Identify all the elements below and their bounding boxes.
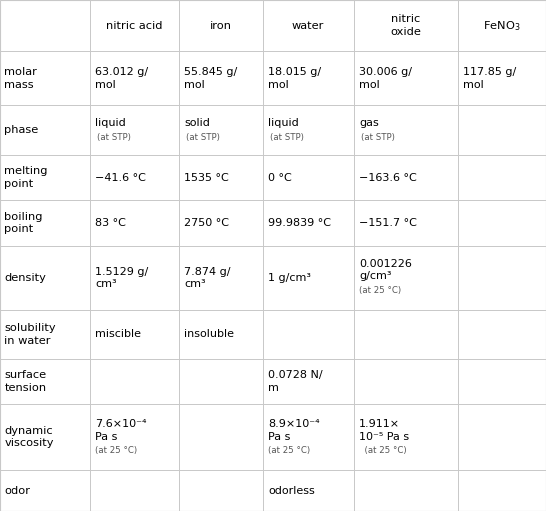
Text: 8.9×10⁻⁴
Pa s: 8.9×10⁻⁴ Pa s bbox=[268, 419, 320, 442]
Text: molar
mass: molar mass bbox=[4, 67, 37, 89]
Text: melting
point: melting point bbox=[4, 167, 48, 189]
Text: water: water bbox=[292, 20, 324, 31]
Text: 2750 °C: 2750 °C bbox=[184, 218, 229, 228]
Text: (at 25 °C): (at 25 °C) bbox=[359, 446, 407, 455]
Text: 55.845 g/
mol: 55.845 g/ mol bbox=[184, 67, 238, 89]
Text: solid: solid bbox=[184, 118, 210, 128]
Text: 1535 °C: 1535 °C bbox=[184, 173, 229, 183]
Text: gas: gas bbox=[359, 118, 379, 128]
Text: 83 °C: 83 °C bbox=[95, 218, 126, 228]
Text: 18.015 g/
mol: 18.015 g/ mol bbox=[268, 67, 322, 89]
Text: 30.006 g/
mol: 30.006 g/ mol bbox=[359, 67, 412, 89]
Text: 1.911×
10⁻⁵ Pa s: 1.911× 10⁻⁵ Pa s bbox=[359, 419, 409, 442]
Text: liquid: liquid bbox=[268, 118, 299, 128]
Text: (at STP): (at STP) bbox=[270, 133, 304, 142]
Text: (at 25 °C): (at 25 °C) bbox=[268, 446, 310, 455]
Text: odorless: odorless bbox=[268, 485, 315, 496]
Text: nitric
oxide: nitric oxide bbox=[390, 14, 422, 37]
Text: (at 25 °C): (at 25 °C) bbox=[95, 446, 137, 455]
Text: (at STP): (at STP) bbox=[186, 133, 220, 142]
Text: 7.874 g/
cm³: 7.874 g/ cm³ bbox=[184, 267, 231, 289]
Text: boiling
point: boiling point bbox=[4, 212, 43, 234]
Text: 0.0728 N/
m: 0.0728 N/ m bbox=[268, 370, 323, 392]
Text: miscible: miscible bbox=[95, 330, 141, 339]
Text: iron: iron bbox=[210, 20, 232, 31]
Text: 7.6×10⁻⁴
Pa s: 7.6×10⁻⁴ Pa s bbox=[95, 419, 147, 442]
Text: FeNO$_3$: FeNO$_3$ bbox=[483, 19, 521, 33]
Text: (at 25 °C): (at 25 °C) bbox=[359, 286, 401, 295]
Text: density: density bbox=[4, 273, 46, 283]
Text: 1.5129 g/
cm³: 1.5129 g/ cm³ bbox=[95, 267, 149, 289]
Text: (at STP): (at STP) bbox=[97, 133, 131, 142]
Text: nitric acid: nitric acid bbox=[106, 20, 163, 31]
Text: insoluble: insoluble bbox=[184, 330, 234, 339]
Text: −163.6 °C: −163.6 °C bbox=[359, 173, 417, 183]
Text: 117.85 g/
mol: 117.85 g/ mol bbox=[464, 67, 517, 89]
Text: dynamic
viscosity: dynamic viscosity bbox=[4, 426, 54, 448]
Text: 99.9839 °C: 99.9839 °C bbox=[268, 218, 331, 228]
Text: (at STP): (at STP) bbox=[361, 133, 395, 142]
Text: 0 °C: 0 °C bbox=[268, 173, 292, 183]
Text: solubility
in water: solubility in water bbox=[4, 323, 56, 345]
Text: −151.7 °C: −151.7 °C bbox=[359, 218, 417, 228]
Text: 63.012 g/
mol: 63.012 g/ mol bbox=[95, 67, 149, 89]
Text: phase: phase bbox=[4, 125, 39, 135]
Text: odor: odor bbox=[4, 485, 31, 496]
Text: −41.6 °C: −41.6 °C bbox=[95, 173, 146, 183]
Text: surface
tension: surface tension bbox=[4, 370, 46, 392]
Text: liquid: liquid bbox=[95, 118, 126, 128]
Text: 1 g/cm³: 1 g/cm³ bbox=[268, 273, 311, 283]
Text: 0.001226
g/cm³: 0.001226 g/cm³ bbox=[359, 259, 412, 281]
